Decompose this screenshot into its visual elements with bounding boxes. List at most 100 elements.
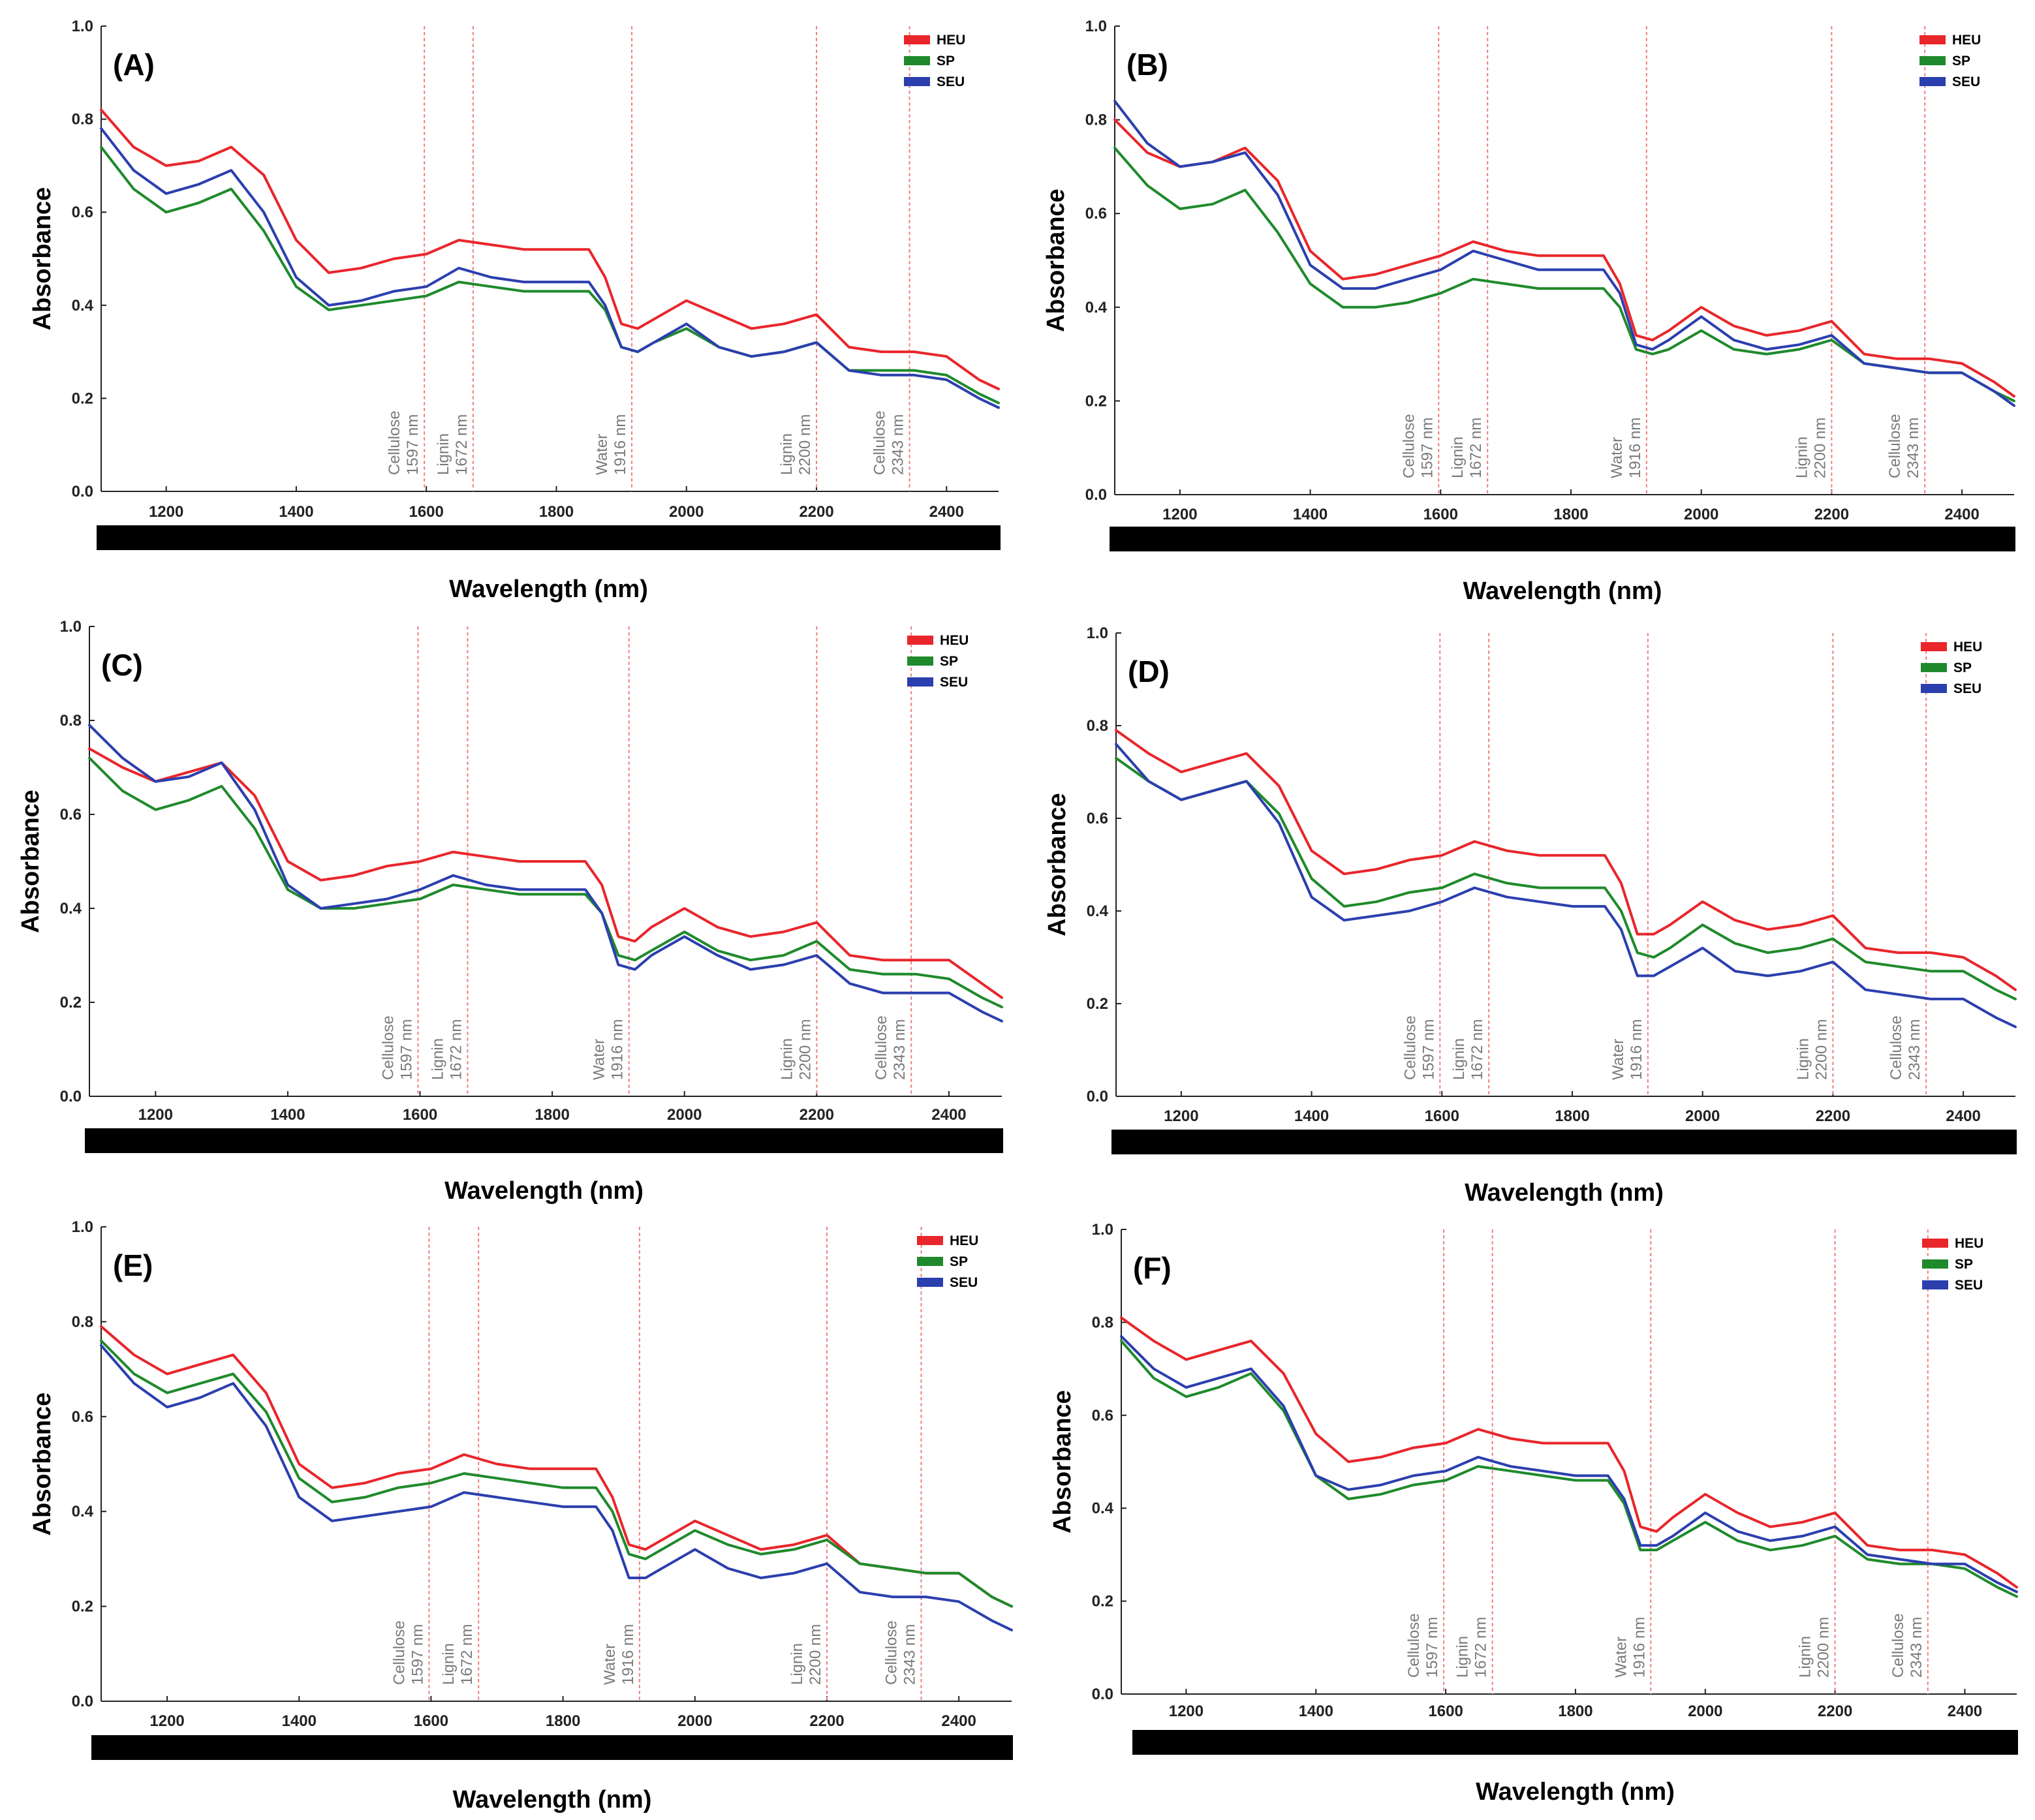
y-tick-label-e: 1.0 [72,1218,93,1236]
marker-label-line: 2200 nm [807,1624,824,1685]
y-tick-label-c: 0.6 [60,806,82,824]
marker-label-line: Water [1612,1637,1630,1678]
marker-label-line: Lignin [778,433,796,475]
marker-label-line: 1672 nm [458,1624,476,1685]
x-tick-label-a: 2000 [669,503,704,521]
black-bar-a [97,525,1001,550]
marker-label-line: Lignin [435,433,452,475]
legend-swatch-sp-b [1919,56,1946,65]
marker-label-2200-a: Lignin2200 nm [778,414,814,475]
marker-label-1597-d: Cellulose1597 nm [1401,1015,1437,1080]
marker-label-2343-f: Cellulose2343 nm [1889,1613,1925,1678]
marker-label-2200-c: Lignin2200 nm [778,1019,814,1080]
chart-panel-f: 0.0 0.2 0.4 0.6 0.8 1.0 1200 1400 1600 1800 2000 22… [1049,1221,2018,1806]
y-tick-label-d: 0.0 [1087,1088,1108,1105]
x-tick-label-b: 2000 [1684,506,1718,523]
x-axis-title-c: Wavelength (nm) [444,1177,644,1205]
x-tick-label-b: 1400 [1293,506,1328,523]
chart-panel-b: 0.0 0.2 0.4 0.6 0.8 1.0 1200 1400 1600 1800 2000 22… [1042,18,2015,605]
y-tick-label-d: 0.6 [1087,810,1108,827]
marker-label-line: Lignin [1454,1636,1472,1678]
legend-swatch-sp-f [1922,1259,1948,1269]
y-tick-label-e: 0.2 [72,1598,93,1616]
x-tick-label-d: 1400 [1294,1107,1329,1125]
x-tick-label-f: 1400 [1299,1703,1333,1720]
x-tick-label-f: 1200 [1169,1703,1204,1720]
marker-label-2200-f: Lignin2200 nm [1797,1617,1833,1678]
x-tick-label-c: 1200 [138,1106,173,1124]
marker-label-line: Lignin [1449,437,1467,478]
y-tick-label-f: 0.6 [1092,1407,1113,1425]
legend-swatch-sp-c [907,656,933,666]
marker-label-line: Lignin [788,1643,806,1685]
x-tick-label-a: 2400 [929,503,964,521]
marker-label-line: Lignin [1794,1038,1812,1080]
legend-label-seu-d: SEU [1953,681,1981,696]
legend-label-seu-b: SEU [1952,74,1980,89]
series-line-sp-e [100,1339,1013,1608]
marker-label-line: Cellulose [1886,414,1904,478]
marker-label-1597-c: Cellulose1597 nm [379,1015,415,1080]
marker-label-line: 2343 nm [1904,418,1922,478]
marker-label-line: Cellulose [1405,1613,1423,1678]
marker-label-line: 1597 nm [1420,1019,1437,1080]
x-tick-label-f: 1600 [1428,1703,1463,1720]
marker-label-1672-f: Lignin1672 nm [1454,1617,1490,1678]
marker-label-2343-b: Cellulose2343 nm [1886,414,1922,478]
y-tick-label-b: 0.6 [1085,205,1107,223]
x-axis-title-b: Wavelength (nm) [1463,578,1662,605]
x-tick-label-e: 1400 [282,1712,317,1730]
legend-label-seu-a: SEU [937,74,965,89]
marker-label-2343-d: Cellulose2343 nm [1887,1015,1923,1080]
x-tick-label-a: 1800 [539,503,574,521]
x-tick-label-d: 1800 [1555,1107,1589,1125]
marker-label-line: Cellulose [379,1015,397,1080]
marker-label-line: 2200 nm [1815,1617,1833,1678]
legend-label-sp-e: SP [950,1254,968,1269]
marker-label-2343-c: Cellulose2343 nm [873,1015,909,1080]
y-tick-label-b: 0.4 [1085,299,1108,316]
marker-label-line: Lignin [1450,1038,1468,1080]
marker-label-line: Cellulose [386,410,403,475]
series-line-sp-d [1115,756,2017,1000]
legend-swatch-sp-d [1921,663,1947,672]
chart-panel-d: 0.0 0.2 0.4 0.6 0.8 1.0 1200 1400 1600 1800 2000 22… [1044,625,2017,1207]
series-line-heu-d [1115,729,2017,991]
marker-label-line: 2343 nm [1908,1617,1925,1678]
legend-label-heu-c: HEU [940,633,969,648]
black-bar-c [85,1128,1003,1153]
legend-swatch-heu-a [904,35,930,44]
marker-label-line: Cellulose [873,1015,890,1080]
marker-label-line: Water [601,1644,619,1685]
marker-label-line: 1916 nm [609,1019,627,1080]
marker-label-line: 1597 nm [1423,1617,1441,1678]
series-line-seu-c [88,724,1003,1023]
legend-swatch-seu-f [1922,1280,1948,1289]
legend-label-sp-c: SP [940,654,958,669]
legend-swatch-seu-d [1921,684,1947,693]
marker-label-line: 1916 nm [1630,1617,1648,1678]
x-tick-label-a: 1600 [409,503,443,521]
legend-label-seu-f: SEU [1955,1278,1983,1293]
legend-label-seu-c: SEU [940,675,968,690]
marker-label-line: 1672 nm [447,1019,465,1080]
x-tick-label-d: 2200 [1816,1107,1850,1125]
y-tick-label-a: 1.0 [72,18,93,35]
y-tick-label-e: 0.6 [72,1408,93,1426]
marker-label-line: 1916 nm [612,414,629,475]
marker-label-line: 2343 nm [901,1624,919,1685]
y-tick-label-c: 0.0 [60,1088,82,1105]
marker-label-line: Water [593,434,611,475]
x-tick-label-b: 1600 [1423,506,1458,523]
marker-label-line: 2343 nm [1906,1019,1923,1080]
legend-label-seu-e: SEU [950,1275,978,1290]
series-line-seu-a [100,127,1000,409]
y-tick-label-f: 0.0 [1092,1686,1113,1703]
y-axis-title-b: Absorbance [1042,189,1070,332]
marker-label-line: 2200 nm [796,1019,814,1080]
marker-label-line: Water [1609,1039,1627,1080]
y-tick-label-e: 0.4 [72,1503,94,1520]
marker-label-line: Lignin [1797,1636,1814,1678]
series-line-heu-b [1113,118,2015,398]
y-tick-label-e: 0.8 [72,1313,93,1331]
